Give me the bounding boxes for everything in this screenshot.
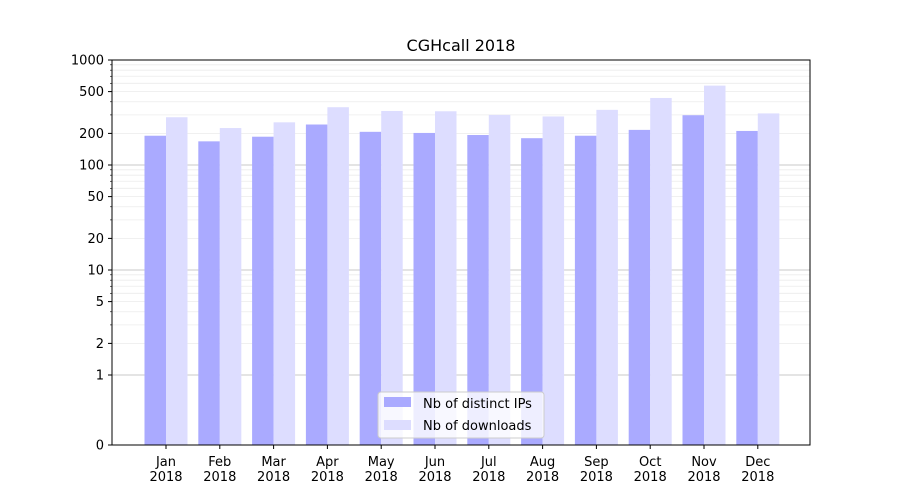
x-tick-label: May 2018: [365, 455, 398, 485]
bar-downloads: [542, 116, 565, 445]
x-tick-label: Aug 2018: [526, 455, 559, 485]
bar-distinct-ips: [467, 135, 489, 445]
x-tick-label: Jul 2018: [472, 455, 505, 485]
x-tick-label: Sep 2018: [580, 455, 613, 485]
bar-downloads: [757, 113, 780, 446]
x-tick-label: Oct 2018: [634, 455, 667, 485]
bar-downloads: [273, 122, 296, 445]
bar-distinct-ips: [252, 136, 274, 445]
y-tick-label: 10: [87, 264, 104, 279]
y-tick-label: 50: [87, 190, 104, 205]
y-tick-label: 1: [96, 369, 104, 384]
bar-distinct-ips: [413, 132, 435, 445]
x-tick-label: Jun 2018: [418, 455, 451, 485]
bar-downloads: [704, 85, 726, 445]
y-tick-label: 0: [96, 439, 104, 454]
bar-distinct-ips: [628, 129, 651, 445]
bar-distinct-ips: [736, 130, 758, 445]
bar-distinct-ips: [198, 141, 220, 445]
x-tick-label: Feb 2018: [203, 455, 236, 485]
legend-label-ips: Nb of distinct IPs: [423, 397, 532, 412]
y-tick-label: 1000: [71, 54, 104, 69]
legend-swatch-downloads: [384, 420, 411, 430]
bar-distinct-ips: [305, 124, 328, 445]
legend: Nb of distinct IPs Nb of downloads: [377, 391, 545, 439]
bar-distinct-ips: [359, 131, 382, 445]
x-tick-label: Dec 2018: [741, 455, 774, 485]
legend-label-downloads: Nb of downloads: [423, 419, 532, 434]
bar-distinct-ips: [574, 135, 597, 445]
bar-downloads: [327, 107, 349, 446]
bar-downloads: [381, 110, 403, 446]
legend-box: [377, 391, 545, 439]
y-tick-label: 500: [79, 85, 104, 100]
y-tick-label: 20: [87, 232, 104, 247]
bar-downloads: [166, 117, 188, 446]
bars: [144, 85, 780, 446]
y-tick-label: 2: [96, 337, 104, 352]
bar-downloads: [219, 128, 242, 446]
x-tick-label: Nov 2018: [687, 455, 720, 485]
y-tick-label: 200: [79, 127, 104, 142]
legend-swatch-ips: [384, 397, 411, 407]
y-tick-label: 100: [79, 159, 104, 174]
bar-downloads: [435, 111, 457, 445]
bar-downloads: [650, 97, 672, 446]
chart-title: CGHcall 2018: [407, 36, 516, 55]
y-tick-label: 5: [96, 295, 104, 310]
x-tick-label: Apr 2018: [311, 455, 344, 485]
bar-downloads: [596, 109, 618, 445]
x-tick-label: Jan 2018: [149, 455, 182, 485]
bar-distinct-ips: [521, 138, 543, 445]
bar-distinct-ips: [144, 135, 166, 445]
bar-downloads: [488, 114, 511, 445]
bar-distinct-ips: [682, 115, 704, 446]
axes: 0 1 2 5 10 20 50 100 200 500 1000 Jan 2018 Feb 2018 Mar…: [71, 54, 774, 486]
x-tick-label: Mar 2018: [257, 455, 290, 485]
plot-frame: [111, 59, 811, 446]
